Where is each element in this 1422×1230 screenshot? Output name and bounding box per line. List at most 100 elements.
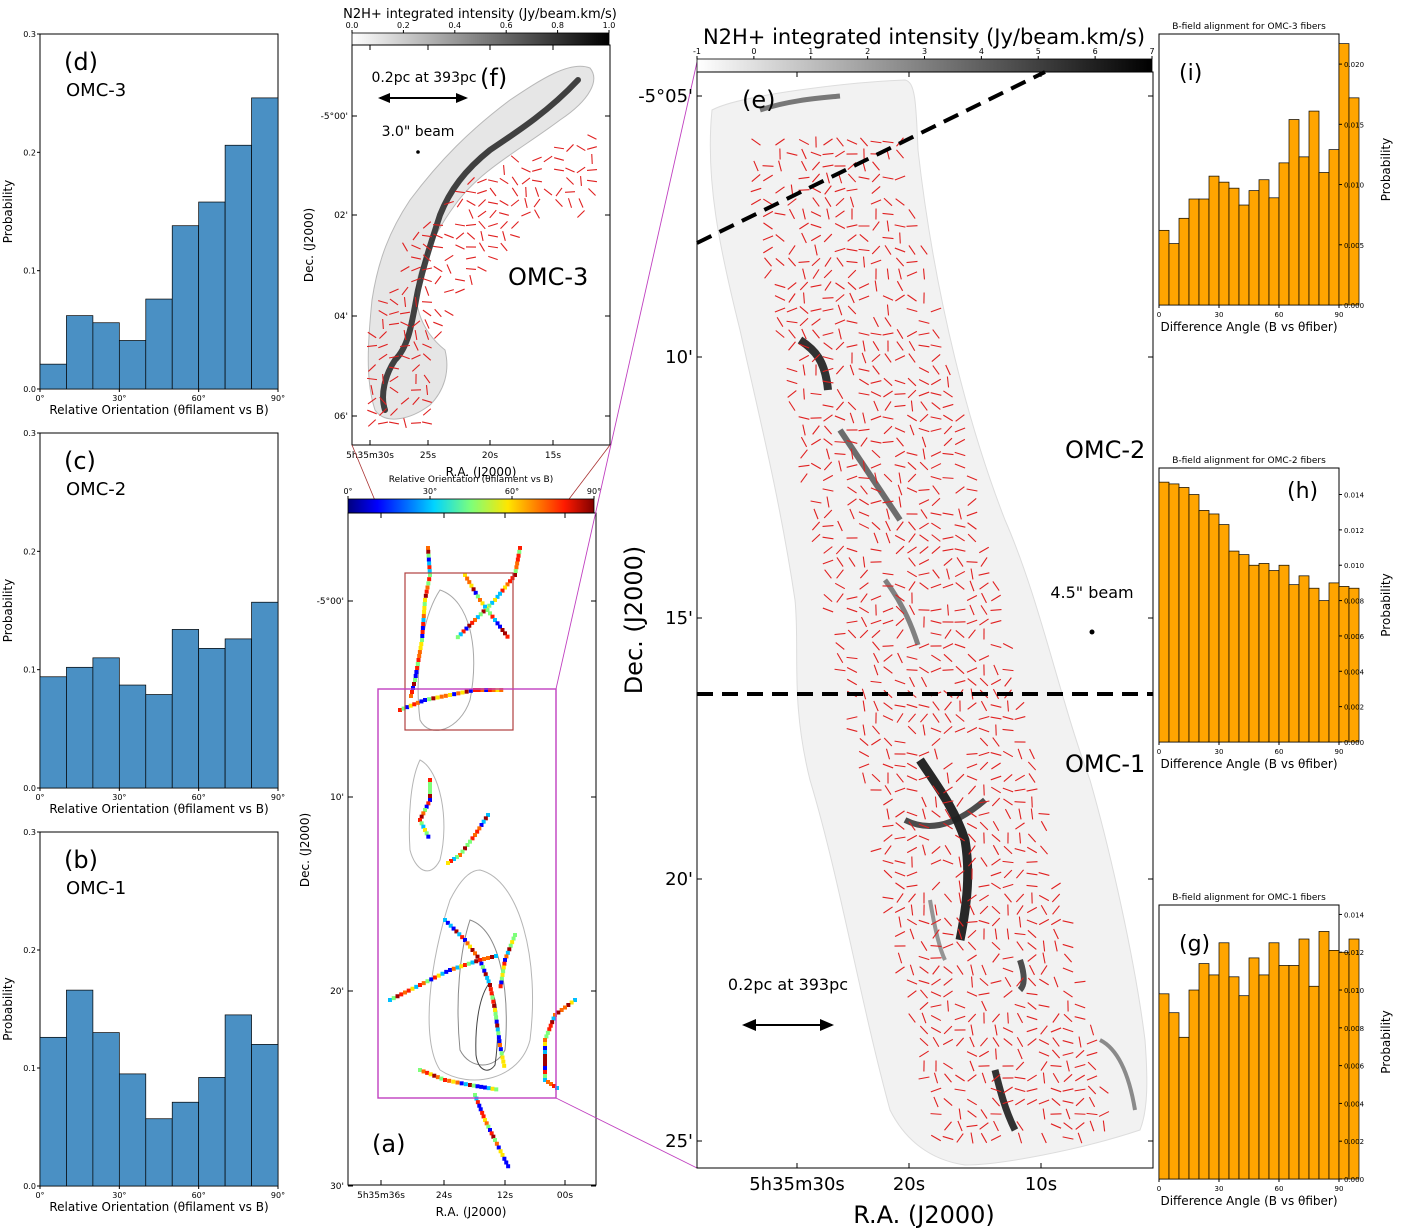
e-vectors-vector: [798, 354, 810, 362]
e-vectors-vector: [898, 916, 902, 928]
e-axes-xtick-label: 20s: [893, 1174, 925, 1195]
e-vectors-vector: [775, 258, 785, 266]
e-vectors-vector: [800, 436, 808, 448]
e-vectors-vector: [933, 1096, 939, 1108]
map-f-region-label: OMC-3: [508, 263, 588, 291]
hist-b-bar: [39, 1036, 67, 1187]
e-vectors-vector: [836, 388, 844, 400]
e-vectors-vector: [906, 307, 918, 313]
e-vectors-vector: [992, 820, 1000, 832]
f-vectors-vector: [488, 179, 498, 183]
e-vectors-vector: [918, 344, 930, 348]
e-vectors-vector: [823, 342, 833, 350]
e-vectors-vector: [811, 521, 821, 531]
e-vectors-vector: [1014, 1003, 1026, 1009]
e-vectors-vector: [1026, 872, 1038, 876]
e-vectors-vector: [846, 475, 858, 481]
f-vectors-vector: [511, 221, 519, 229]
e-vectors-vector: [899, 232, 901, 244]
map-a-skeleton-pixel: [391, 996, 396, 1001]
e-vectors-vector: [966, 763, 978, 769]
f-vectors-vector: [466, 200, 476, 206]
f-vectors-vector: [422, 243, 432, 251]
hist-g-bar: [1308, 985, 1320, 1180]
e-vectors-vector: [907, 473, 917, 483]
f-vectors-vector: [533, 198, 541, 208]
e-vectors-vector: [835, 545, 845, 555]
e-vectors-vector: [908, 893, 916, 903]
f-vectors-vector: [388, 421, 400, 425]
e-vectors-vector: [969, 580, 975, 592]
map-a-skeleton-pixel: [431, 696, 436, 701]
map-a-skeleton-pixel: [435, 695, 440, 700]
e-axes-xtick-label: 10s: [1025, 1174, 1057, 1195]
f-axes-xtick-label: 20s: [482, 451, 498, 461]
hist-b-region-label: OMC-1: [66, 878, 126, 899]
e-vectors-vector: [787, 257, 797, 267]
f-vectors-vector: [521, 167, 531, 173]
e-vectors-vector: [873, 400, 879, 412]
e-vectors-vector: [849, 292, 855, 304]
map-f-scalebar-right-arrow: [456, 93, 468, 103]
hist-d-xtick-label: 30°: [112, 394, 126, 403]
e-vectors-vector: [822, 404, 834, 408]
hist-h-bar: [1298, 575, 1310, 743]
f-vectors-vector: [555, 187, 563, 197]
map-a-skeleton-pixel: [421, 618, 426, 622]
e-vectors-vector: [1075, 1122, 1085, 1130]
hist-d-panel-label: (d): [64, 48, 98, 76]
e-vectors-vector: [930, 1014, 942, 1022]
hist-h-bar: [1238, 554, 1250, 743]
map-a-skeleton-pixel: [569, 1000, 574, 1005]
e-vectors-vector: [1040, 820, 1048, 832]
f-vectors-vector: [489, 209, 497, 219]
e-vectors-vector: [1042, 1108, 1046, 1120]
e-vectors-vector: [954, 1003, 966, 1009]
e-vectors-vector: [860, 437, 868, 447]
e-vectors-vector: [1074, 1016, 1086, 1020]
map-a-skeleton-pixel: [418, 646, 423, 650]
e-vectors-vector: [930, 918, 942, 926]
e-vectors-vector: [873, 664, 879, 676]
map-a-skeleton-pixel: [493, 1008, 497, 1012]
map-a-skeleton-pixel: [546, 1080, 550, 1084]
e-vectors-vector: [811, 438, 821, 446]
map-a-skeleton-pixel: [495, 1027, 500, 1032]
map-a-skeleton-pixel: [499, 976, 504, 981]
e-vectors-vector: [896, 149, 904, 159]
e-vectors-vector: [967, 954, 977, 962]
e-vectors-vector: [934, 796, 938, 808]
f-vectors-vector: [388, 322, 400, 326]
e-vectors-vector: [786, 379, 798, 385]
map-a-skeleton-pixel: [490, 955, 494, 959]
hist-g-bar: [1268, 942, 1280, 1180]
e-vectors-vector: [1040, 904, 1048, 916]
e-vectors-vector: [882, 236, 894, 240]
hist-d-bar: [171, 225, 200, 390]
map-a-colorbar-ticks: 0° 30° 60° 90°: [343, 487, 601, 499]
e-vectors-vector: [810, 234, 822, 242]
e-vectors-vector: [930, 512, 942, 516]
hist-d-ylabel: Probability: [1, 180, 15, 243]
e-vectors-vector: [906, 225, 918, 227]
map-a-skeleton-pixel: [559, 1008, 564, 1012]
f-vectors-vector: [367, 409, 377, 415]
e-vectors-vector: [906, 452, 918, 456]
hist-h-bar: [1328, 582, 1340, 743]
hist-g-bar: [1288, 965, 1300, 1180]
f-vectors-vector: [477, 178, 487, 184]
e-vectors-vector: [847, 629, 857, 639]
e-vectors-vector: [802, 268, 806, 280]
e-vectors-vector: [906, 570, 918, 578]
hist-g-xlabel: Difference Angle (B vs θfiber): [1160, 1194, 1337, 1208]
e-vectors-vector: [1027, 954, 1037, 962]
map-a-skeleton-pixel: [496, 1035, 501, 1040]
map-a-skeleton-pixel: [480, 688, 485, 692]
e-vectors-vector: [812, 269, 820, 279]
map-a-skeleton-pixel: [545, 1030, 550, 1035]
hist-i-title: B-field alignment for OMC-3 fibers: [1172, 22, 1326, 32]
map-a-skeleton-pixel: [496, 1145, 501, 1150]
map-a-skeleton-pixel: [421, 614, 426, 618]
map-a-skeleton-pixel: [452, 692, 457, 697]
